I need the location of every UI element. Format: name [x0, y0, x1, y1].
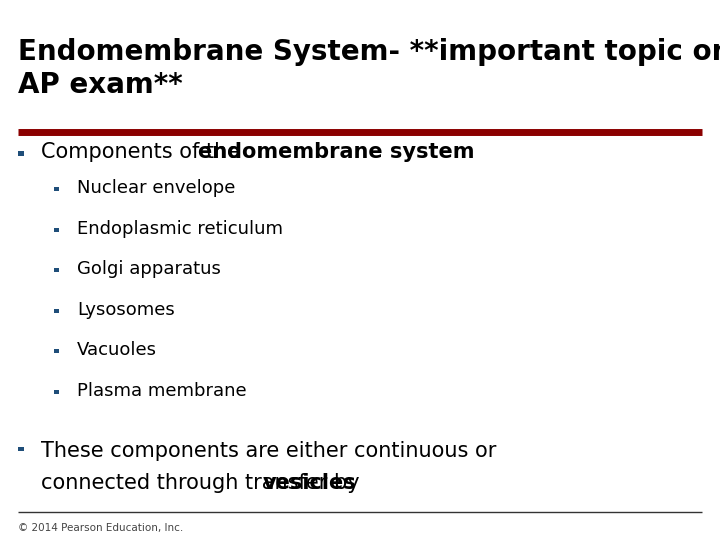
FancyBboxPatch shape: [54, 349, 59, 353]
FancyBboxPatch shape: [54, 390, 59, 394]
Text: Golgi apparatus: Golgi apparatus: [77, 260, 221, 279]
Text: Vacuoles: Vacuoles: [77, 341, 157, 360]
Text: © 2014 Pearson Education, Inc.: © 2014 Pearson Education, Inc.: [18, 523, 184, 533]
Text: endomembrane system: endomembrane system: [198, 142, 474, 163]
FancyBboxPatch shape: [18, 447, 24, 451]
FancyBboxPatch shape: [54, 309, 59, 313]
FancyBboxPatch shape: [54, 187, 59, 191]
Text: Endoplasmic reticulum: Endoplasmic reticulum: [77, 220, 283, 238]
Text: Lysosomes: Lysosomes: [77, 301, 175, 319]
FancyBboxPatch shape: [54, 268, 59, 272]
Text: vesicles: vesicles: [263, 473, 356, 494]
Text: Nuclear envelope: Nuclear envelope: [77, 179, 235, 198]
FancyBboxPatch shape: [18, 151, 24, 156]
Text: These components are either continuous or: These components are either continuous o…: [41, 441, 496, 461]
Text: connected through transfer by: connected through transfer by: [41, 473, 366, 494]
Text: Components of the: Components of the: [41, 142, 247, 163]
Text: Plasma membrane: Plasma membrane: [77, 382, 247, 400]
Text: Endomembrane System- **important topic on the
AP exam**: Endomembrane System- **important topic o…: [18, 38, 720, 99]
FancyBboxPatch shape: [54, 228, 59, 232]
